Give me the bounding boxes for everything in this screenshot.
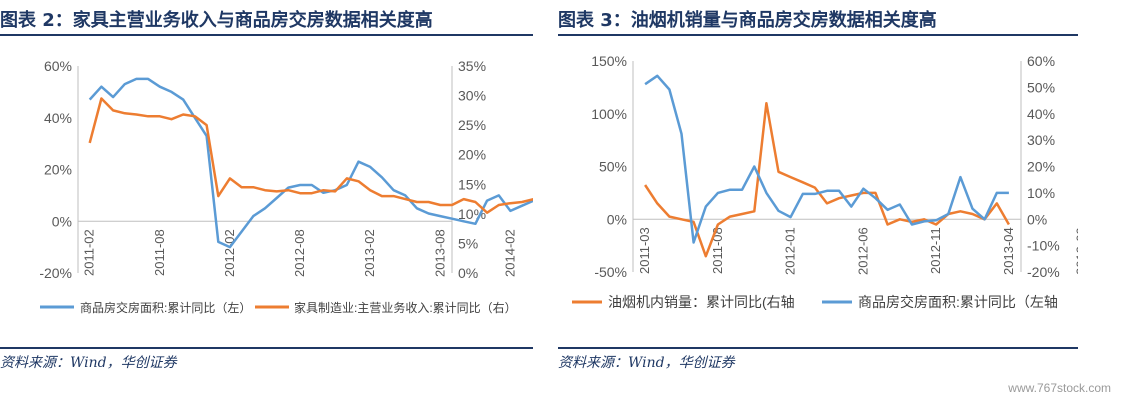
x-tick-label: 2012-02 [222,229,237,277]
legend-label: 油烟机内销量：累计同比(右轴 [608,294,795,310]
x-tick-label: 2013-09 [1074,227,1078,275]
figure-2-chart: 60%40%20%0%-20%35%30%25%20%15%10%5%0%201… [39,58,533,315]
right-tick-label: 30% [458,88,486,104]
x-tick-label: 2012-08 [292,229,307,277]
figure-2-source: 资料来源：Wind，华创证券 [0,355,177,371]
right-tick-label: -10% [1027,238,1060,254]
series-line [88,97,533,214]
figure-3-source: 资料来源：Wind，华创证券 [558,355,735,371]
x-tick-label: 2013-04 [1001,227,1016,275]
right-tick-label: 50% [1027,79,1055,95]
right-tick-label: 5% [458,235,478,251]
figure-2-title: 图表 2：家具主营业务收入与商品房交房数据相关度高 [0,10,433,31]
x-tick-label: 2012-11 [928,227,943,274]
left-tick-label: -50% [594,264,627,280]
figure-2-top-rule [0,34,533,36]
series-line [644,74,1009,244]
left-tick-label: 100% [591,106,627,122]
figure-3-bottom-rule [558,347,1078,349]
legend-label: 商品房交房面积:累计同比（左） [80,300,251,315]
legend-label: 商品房交房面积:累计同比（左轴 [858,294,1058,310]
x-tick-label: 2013-08 [432,229,447,277]
x-tick-label: 2011-08 [710,227,725,274]
right-tick-label: -20% [1027,264,1060,280]
x-tick-label: 2014-02 [502,229,517,277]
right-tick-label: 0% [1027,211,1047,227]
figure-3-top-rule [558,34,1078,36]
left-tick-label: -20% [39,265,72,281]
legend-label: 家具制造业:主营业务收入:累计同比（右） [294,300,517,315]
figure-2-panel: 图表 2：家具主营业务收入与商品房交房数据相关度高 60% 40% 20% 0% -20… [0,0,533,403]
figure-2-bottom-rule [0,347,533,349]
right-tick-label: 25% [458,117,486,133]
right-tick-label: 35% [458,58,486,74]
left-tick-label: 0% [607,211,627,227]
left-tick-label: 60% [44,58,72,74]
right-tick-label: 0% [458,265,478,281]
right-tick-label: 60% [1027,53,1055,69]
right-tick-label: 15% [458,176,486,192]
left-tick-label: 0% [52,213,72,229]
right-tick-label: 20% [458,147,486,163]
x-tick-label: 2011-03 [637,227,652,274]
x-tick-label: 2013-02 [362,229,377,277]
right-tick-label: 40% [1027,106,1055,122]
series-line [88,77,533,249]
figure-3-chart: 150% 100% 50% 0% -50% 60% 50% 40% 30% 20% 10% 0% -10… [572,53,1078,310]
left-tick-label: 50% [599,159,627,175]
left-tick-label: 20% [44,162,72,178]
series-line [644,101,1010,258]
figure-3-title: 图表 3：油烟机销量与商品房交房数据相关度高 [558,10,937,31]
x-tick-label: 2011-08 [152,229,167,276]
right-tick-label: 30% [1027,132,1055,148]
left-tick-label: 150% [591,53,627,69]
x-tick-label: 2012-01 [783,227,798,275]
figure-3-panel: 图表 3：油烟机销量与商品房交房数据相关度高 150% 100% 50% 0% -50%… [558,0,1078,403]
x-tick-label: 2011-02 [82,229,97,276]
watermark: www.767stock.com [1008,381,1111,395]
left-tick-label: 40% [44,110,72,126]
right-tick-label: 20% [1027,159,1055,175]
right-tick-label: 10% [1027,185,1055,201]
x-tick-label: 2012-06 [855,227,870,275]
